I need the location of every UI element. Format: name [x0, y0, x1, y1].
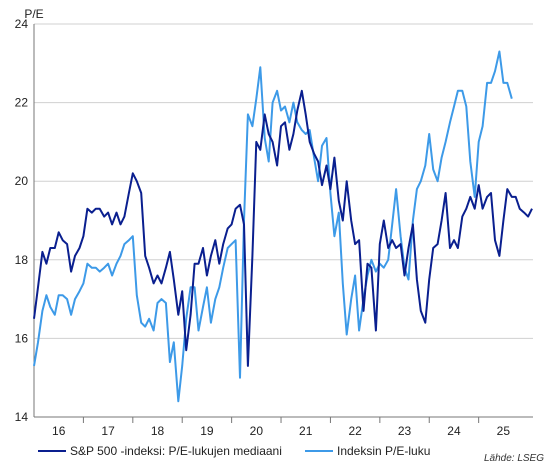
y-axis-ticks: 14 16 18 20 22 24 [15, 17, 29, 424]
x-axis-ticks: 16 17 18 19 20 21 22 23 24 25 [52, 417, 510, 438]
x-tick-label-16: 16 [52, 424, 66, 438]
plot-frame [33, 24, 533, 418]
series-line-1 [33, 50, 513, 403]
source-note: Lähde: LSEG [484, 453, 544, 464]
legend-label-1: Indeksin P/E-luku [337, 444, 430, 458]
y-tick-label-16: 16 [15, 331, 29, 345]
y-tick-label-18: 18 [15, 253, 29, 267]
x-tick-label-24: 24 [447, 424, 461, 438]
x-tick-label-20: 20 [250, 424, 264, 438]
series-lines [33, 50, 533, 403]
x-tick-label-17: 17 [101, 424, 115, 438]
x-tick-label-19: 19 [200, 424, 214, 438]
x-tick-label-21: 21 [299, 424, 313, 438]
gridlines [34, 23, 533, 339]
y-tick-label-14: 14 [15, 410, 29, 424]
x-tick-label-23: 23 [398, 424, 412, 438]
x-tick-label-18: 18 [151, 424, 165, 438]
x-tick-label-22: 22 [348, 424, 362, 438]
y-tick-label-24: 24 [15, 17, 29, 31]
series-line-0 [33, 89, 533, 367]
y-tick-label-22: 22 [15, 96, 29, 110]
legend: S&P 500 -indeksi: P/E-lukujen mediaani In… [38, 444, 430, 458]
y-tick-label-20: 20 [15, 174, 29, 188]
y-axis-title: P/E [24, 7, 43, 21]
x-tick-label-25: 25 [497, 424, 511, 438]
legend-label-0: S&P 500 -indeksi: P/E-lukujen mediaani [70, 444, 282, 458]
